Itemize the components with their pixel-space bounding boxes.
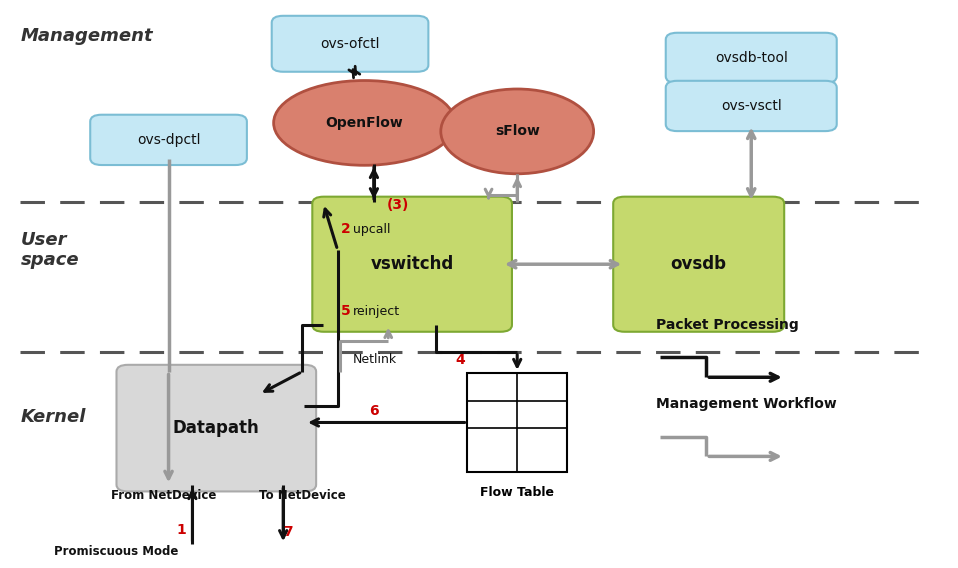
Text: Kernel: Kernel — [20, 408, 86, 426]
FancyBboxPatch shape — [90, 115, 247, 165]
Text: ovs-dpctl: ovs-dpctl — [137, 133, 200, 147]
Text: Netlink: Netlink — [353, 353, 397, 366]
Text: OpenFlow: OpenFlow — [326, 116, 403, 130]
Text: upcall: upcall — [353, 223, 391, 236]
Text: ovs-vsctl: ovs-vsctl — [720, 99, 782, 113]
Text: Management Workflow: Management Workflow — [655, 398, 836, 411]
Text: ovs-ofctl: ovs-ofctl — [320, 37, 379, 51]
FancyBboxPatch shape — [613, 197, 785, 332]
Text: vswitchd: vswitchd — [371, 255, 454, 273]
FancyBboxPatch shape — [666, 33, 836, 83]
Text: Flow Table: Flow Table — [480, 486, 555, 499]
Text: Management: Management — [20, 27, 153, 45]
Text: 4: 4 — [455, 353, 465, 367]
Text: ovsdb-tool: ovsdb-tool — [715, 51, 787, 65]
Text: 5: 5 — [340, 304, 351, 318]
Text: Packet Processing: Packet Processing — [655, 318, 798, 332]
Text: 1: 1 — [176, 523, 186, 537]
FancyBboxPatch shape — [312, 197, 512, 332]
Text: ovsdb: ovsdb — [671, 255, 727, 273]
Bar — [468, 373, 567, 472]
Text: sFlow: sFlow — [494, 124, 539, 139]
FancyBboxPatch shape — [666, 81, 836, 131]
Text: reinject: reinject — [353, 305, 400, 318]
Text: Datapath: Datapath — [173, 419, 260, 437]
Ellipse shape — [274, 81, 455, 165]
FancyBboxPatch shape — [117, 365, 316, 491]
Text: To NetDevice: To NetDevice — [260, 489, 346, 502]
Text: 6: 6 — [369, 404, 378, 418]
Text: From NetDevice: From NetDevice — [111, 489, 217, 502]
Text: User
space: User space — [20, 231, 80, 269]
Text: 7: 7 — [284, 524, 293, 538]
Text: (3): (3) — [386, 198, 409, 212]
Text: 2: 2 — [340, 222, 351, 236]
Text: Promiscuous Mode: Promiscuous Mode — [54, 545, 178, 558]
Ellipse shape — [441, 89, 594, 174]
FancyBboxPatch shape — [272, 16, 428, 72]
